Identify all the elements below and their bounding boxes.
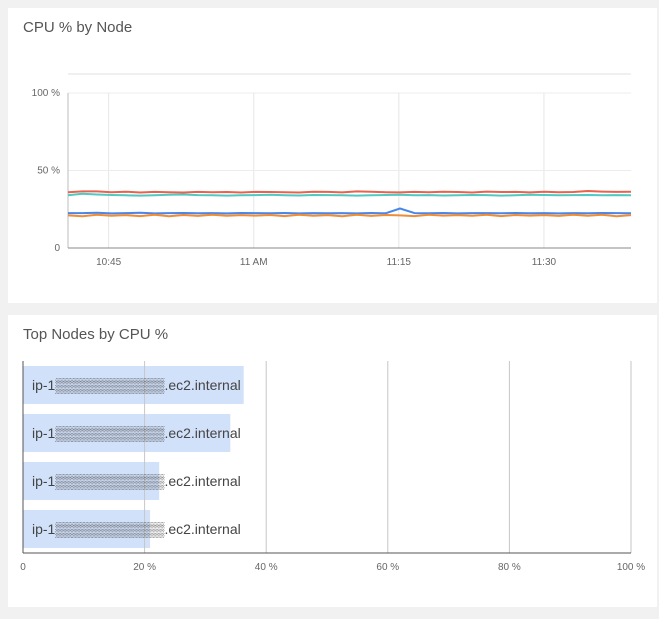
x-tick-label: 40 % <box>255 562 278 573</box>
bar-chart-title: Top Nodes by CPU % <box>23 326 169 343</box>
y-tick-label: 0 <box>54 243 60 254</box>
bar <box>23 366 244 404</box>
series-line-1 <box>67 190 632 194</box>
bar <box>23 462 160 500</box>
x-tick-label: 11 AM <box>240 257 268 268</box>
x-tick-label: 10:45 <box>96 257 121 268</box>
bar <box>23 510 151 548</box>
bar-category-label: ip-1▒▒▒▒▒▒▒▒▒▒▒.ec2.internal <box>32 377 241 394</box>
cpu-by-node-panel: CPU % by Node 10:45 11 AM 11:15 11:30 0 50 % 1… <box>8 8 657 303</box>
x-tick-label: 11:15 <box>387 257 412 268</box>
x-tick-label: 80 % <box>498 562 521 573</box>
series-line-4 <box>67 213 632 218</box>
bar-category-label: ip-1▒▒▒▒▒▒▒▒▒▒▒.ec2.internal <box>32 521 241 538</box>
line-chart-title: CPU % by Node <box>23 19 133 36</box>
series-line-2 <box>67 192 632 197</box>
top-nodes-panel: Top Nodes by CPU % 0 20 % 40 % 60 % 80 % 100 … <box>8 315 657 607</box>
series-line-3 <box>68 207 632 215</box>
y-tick-label: 100 % <box>32 88 60 99</box>
y-tick-label: 50 % <box>37 166 60 177</box>
x-tick-label: 11:30 <box>532 257 557 268</box>
x-tick-label: 0 <box>20 562 26 573</box>
x-tick-label: 60 % <box>376 562 399 573</box>
x-tick-label: 100 % <box>617 562 645 573</box>
line-chart: 10:45 11 AM 11:15 11:30 0 50 % 100 % <box>32 73 632 268</box>
bar-category-label: ip-1▒▒▒▒▒▒▒▒▒▒▒.ec2.internal <box>32 425 241 442</box>
bar-category-label: ip-1▒▒▒▒▒▒▒▒▒▒▒.ec2.internal <box>32 473 241 490</box>
x-tick-label: 20 % <box>133 562 156 573</box>
bar-chart: 0 20 % 40 % 60 % 80 % 100 % ip-1▒▒▒▒▒▒▒▒▒▒▒.ec… <box>20 361 645 573</box>
bar <box>23 414 231 452</box>
